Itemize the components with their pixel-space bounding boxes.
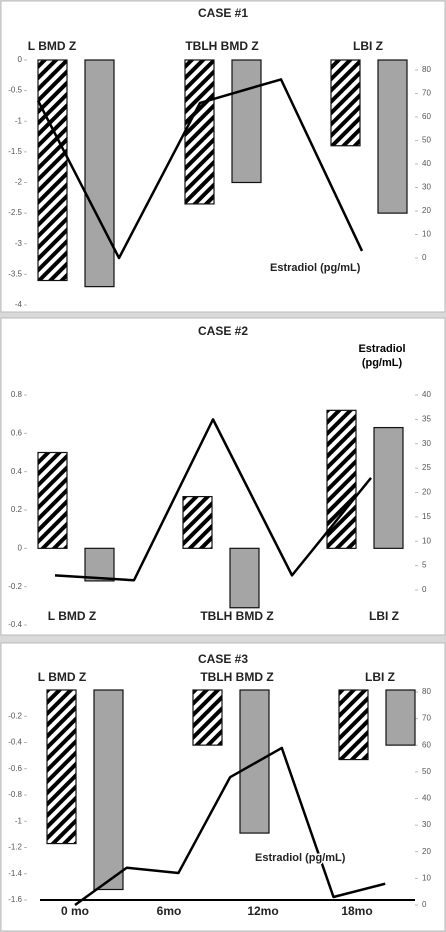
bar	[231, 59, 262, 184]
y-tick-label: -0.8	[8, 790, 22, 799]
y2-tick-label: 50	[422, 136, 431, 145]
x-tick-label: 0 mo	[61, 904, 89, 918]
bar	[37, 451, 68, 549]
y-tick-label: -0.4	[8, 738, 22, 747]
y2-tick-label: 20	[422, 847, 431, 856]
y2-tick-label: 80	[422, 687, 431, 696]
bar	[184, 59, 215, 205]
y2-tick-label: 40	[422, 390, 431, 399]
y-tick-label: 0.8	[11, 390, 23, 399]
y2-tick-label: 20	[422, 206, 431, 215]
y2-tick-label: 80	[422, 65, 431, 74]
y2-tick-label: 0	[422, 900, 427, 909]
category-label: TBLH BMD Z	[200, 609, 273, 623]
y-tick-label: -1	[15, 816, 23, 825]
chart-title: CASE #3	[198, 652, 248, 666]
y-tick-label: -1.4	[8, 869, 22, 878]
y2-label-text: Estradiol (pg/mL)	[358, 343, 406, 369]
bar	[330, 59, 361, 147]
category-label: L BMD Z	[38, 670, 86, 684]
panel	[0, 0, 446, 313]
y-tick-label: -1.6	[8, 895, 22, 904]
y2-tick-label: 40	[422, 794, 431, 803]
category-label: LBI Z	[353, 39, 383, 53]
bar	[229, 547, 260, 609]
category-label: TBLH BMD Z	[185, 39, 258, 53]
y-tick-label: -0.6	[8, 764, 22, 773]
y2-tick-label: 35	[422, 414, 431, 423]
bar	[239, 689, 270, 834]
y-tick-label: 0	[18, 55, 23, 64]
bar	[385, 689, 416, 746]
y2-tick-label: 40	[422, 159, 431, 168]
bar	[338, 689, 369, 761]
bar	[37, 59, 68, 282]
y2-tick-label: 20	[422, 488, 431, 497]
line-label: Estradiol (pg/mL)	[255, 852, 346, 864]
y2-tick-label: 0	[422, 253, 427, 262]
x-tick-label: 12mo	[247, 904, 278, 918]
bar	[326, 409, 357, 549]
y2-tick-label: 60	[422, 112, 431, 121]
bar	[377, 59, 408, 214]
y2-tick-label: 15	[422, 512, 431, 521]
y-tick-label: -0.2	[8, 582, 22, 591]
y2-tick-label: 60	[422, 740, 431, 749]
line	[36, 78, 364, 260]
bar	[84, 547, 115, 582]
bar	[373, 426, 404, 549]
y2-tick-label: 25	[422, 463, 431, 472]
y-tick-label: -2	[15, 178, 23, 187]
y-tick-label: -4	[15, 300, 23, 309]
y2-tick-label: 30	[422, 439, 431, 448]
line	[54, 418, 372, 582]
panel	[0, 317, 446, 636]
y2-tick-label: 10	[422, 536, 431, 545]
line-label: Estradiol (pg/mL)	[270, 262, 361, 274]
y-tick-label: -0.4	[8, 620, 22, 629]
y2-tick-label: 10	[422, 230, 431, 239]
y-tick-label: 0.2	[11, 505, 23, 514]
category-label: LBI Z	[365, 670, 395, 684]
y2-tick-label: 30	[422, 183, 431, 192]
y2-tick-label: 10	[422, 873, 431, 882]
y-tick-label: -3	[15, 239, 23, 248]
chart-title: CASE #1	[198, 6, 248, 20]
y2-tick-label: 50	[422, 767, 431, 776]
y2-label: Estradiol (pg/mL)	[358, 343, 406, 369]
y2-tick-label: 70	[422, 89, 431, 98]
line	[74, 746, 386, 907]
y-tick-label: -0.2	[8, 711, 22, 720]
bar	[182, 495, 213, 549]
x-tick-label: 18mo	[341, 904, 372, 918]
bar	[93, 689, 124, 891]
category-label: L BMD Z	[48, 609, 96, 623]
bar	[46, 689, 77, 845]
y2-tick-label: 30	[422, 820, 431, 829]
category-label: L BMD Z	[28, 39, 76, 53]
y-tick-label: -1.5	[8, 147, 22, 156]
category-label: TBLH BMD Z	[200, 670, 273, 684]
y-tick-label: -3.5	[8, 269, 22, 278]
y2-tick-label: 5	[422, 561, 427, 570]
y-tick-label: -1	[15, 116, 23, 125]
y-tick-label: -2.5	[8, 208, 22, 217]
y-tick-label: -1.2	[8, 843, 22, 852]
bar	[192, 689, 223, 746]
y2-tick-label: 0	[422, 585, 427, 594]
category-label: LBI Z	[369, 609, 399, 623]
chart-title: CASE #2	[198, 324, 248, 338]
y-tick-label: 0.4	[11, 467, 23, 476]
y2-tick-label: 70	[422, 714, 431, 723]
y-tick-label: 0	[18, 543, 23, 552]
bar	[84, 59, 115, 288]
x-tick-label: 6mo	[157, 904, 182, 918]
y-tick-label: -0.5	[8, 86, 22, 95]
y-tick-label: 0.6	[11, 428, 23, 437]
